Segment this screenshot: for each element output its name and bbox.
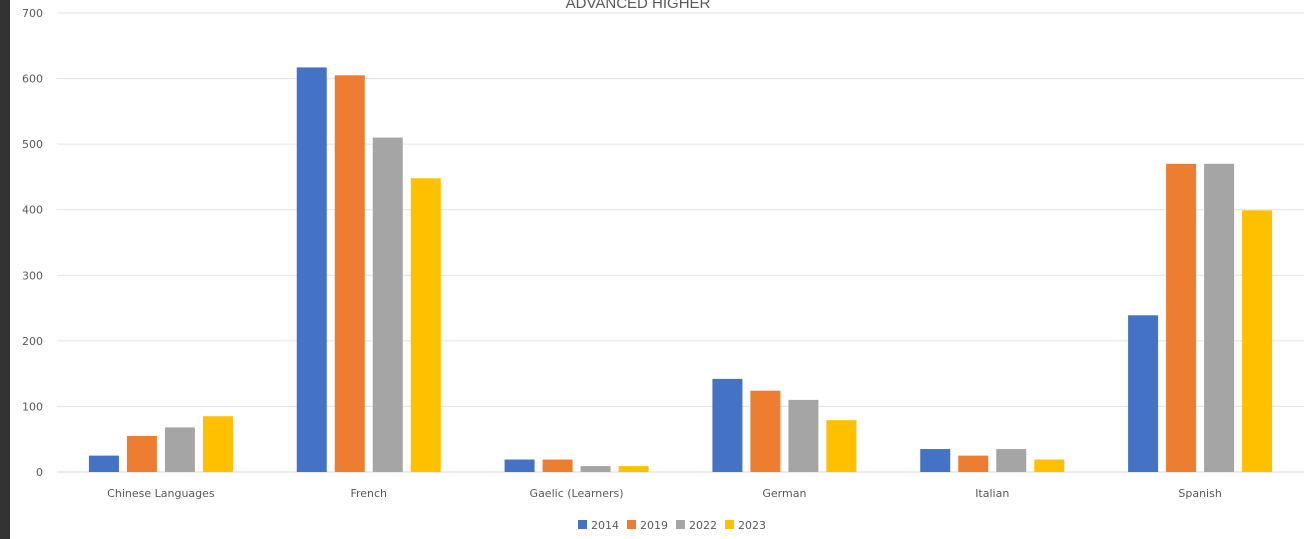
legend-label-2019: 2019 (640, 519, 668, 532)
x-category-label: French (350, 487, 387, 500)
legend: 2014 2019 2022 2023 (578, 519, 766, 532)
bar-2023-french (410, 178, 441, 473)
legend-swatch-2014 (578, 520, 587, 529)
bar-2019-german (750, 390, 781, 472)
bar-2014-chinese-languages (88, 455, 119, 472)
legend-label-2022: 2022 (689, 519, 717, 532)
y-tick-label: 300 (22, 269, 43, 282)
bar-2023-spanish (1242, 210, 1273, 472)
bar-2022-spanish (1204, 163, 1235, 473)
bar-2014-french (296, 67, 327, 472)
bar-2019-gaelic-learners (542, 459, 573, 472)
bar-2022-french (372, 137, 403, 473)
bar-2019-italian (958, 455, 989, 472)
bar-2019-chinese-languages (126, 435, 157, 472)
legend-label-2014: 2014 (591, 519, 619, 532)
bar-2014-german (712, 378, 743, 472)
bars (88, 67, 1273, 473)
bar-2019-french (334, 75, 365, 473)
legend-swatch-2023 (725, 520, 734, 529)
chart-title: ADVANCED HIGHER (566, 0, 711, 12)
bar-2022-chinese-languages (164, 427, 195, 472)
x-category-label: Italian (975, 487, 1009, 500)
bar-2014-italian (920, 449, 951, 472)
x-category-label: Chinese Languages (107, 487, 215, 500)
bar-2023-german (826, 420, 857, 472)
x-category-label: German (762, 487, 806, 500)
left-edge-strip (0, 0, 10, 539)
legend-swatch-2022 (676, 520, 685, 529)
bar-2022-german (788, 399, 819, 472)
bar-2023-gaelic-learners (618, 466, 649, 472)
y-tick-label: 0 (36, 466, 43, 479)
x-category-label: Spanish (1178, 487, 1221, 500)
bar-2014-spanish (1128, 315, 1159, 472)
y-tick-label: 100 (22, 400, 43, 413)
y-tick-label: 700 (22, 7, 43, 20)
grid-lines (57, 12, 1304, 473)
x-axis: Chinese Languages French Gaelic (Learners)… (107, 487, 1222, 500)
bar-2019-spanish (1166, 163, 1197, 473)
legend-swatch-2019 (627, 520, 636, 529)
y-tick-label: 500 (22, 138, 43, 151)
bar-2022-gaelic-learners (580, 466, 611, 472)
x-category-label: Gaelic (Learners) (530, 487, 624, 500)
bar-2023-chinese-languages (202, 416, 233, 472)
y-tick-label: 400 (22, 204, 43, 217)
bar-2023-italian (1034, 459, 1065, 472)
legend-label-2023: 2023 (738, 519, 766, 532)
y-tick-label: 600 (22, 73, 43, 86)
bar-2022-italian (996, 449, 1027, 472)
y-tick-label: 200 (22, 335, 43, 348)
y-axis: 0 100 200 300 400 500 600 700 (22, 7, 43, 479)
bar-2014-gaelic-learners (504, 459, 535, 472)
